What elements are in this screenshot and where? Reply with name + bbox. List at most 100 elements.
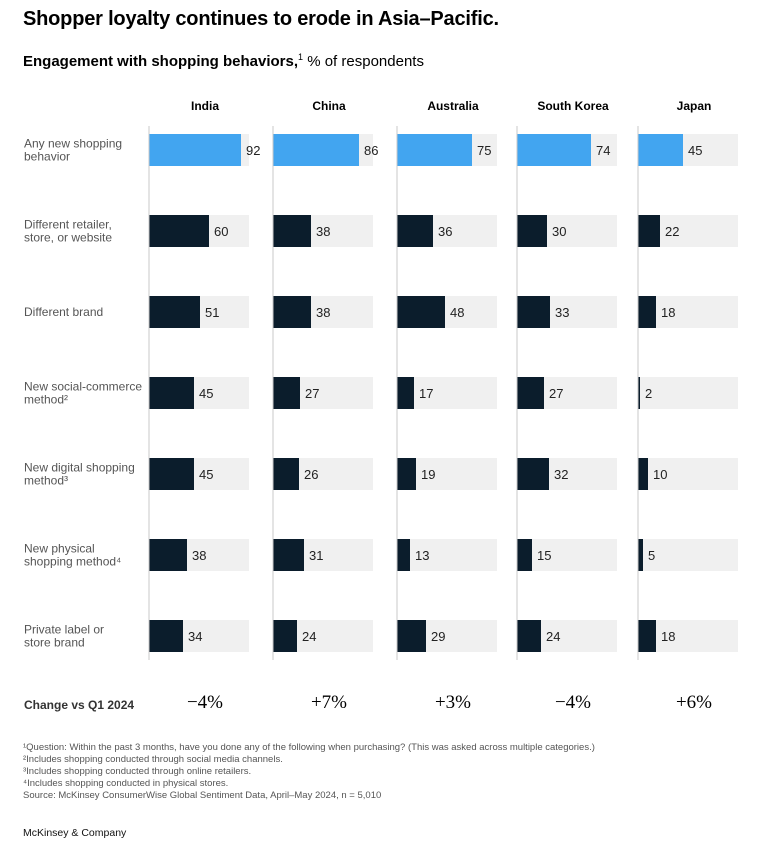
data-label: 24	[302, 629, 316, 644]
source-note: Source: McKinsey ConsumerWise Global Sen…	[23, 790, 382, 801]
bar	[517, 620, 541, 652]
data-label: 30	[552, 224, 566, 239]
bar	[149, 377, 194, 409]
data-label: 92	[246, 143, 260, 158]
data-label: 26	[304, 467, 318, 482]
bar	[397, 296, 445, 328]
bar-track	[638, 458, 738, 490]
data-label: 5	[648, 548, 655, 563]
bar	[149, 215, 209, 247]
bar	[517, 539, 532, 571]
bar-track	[517, 539, 617, 571]
category-label: Any new shopping behavior	[24, 137, 122, 164]
bar	[273, 215, 311, 247]
bar-track	[397, 539, 497, 571]
bar	[273, 134, 359, 166]
data-label: 29	[431, 629, 445, 644]
bar-track	[638, 539, 738, 571]
data-label: 10	[653, 467, 667, 482]
data-label: 86	[364, 143, 378, 158]
bar	[638, 539, 643, 571]
data-label: 45	[688, 143, 702, 158]
bar	[517, 134, 591, 166]
data-label: 51	[205, 305, 219, 320]
bar	[397, 377, 414, 409]
bar	[638, 134, 683, 166]
change-value: +3%	[435, 692, 471, 713]
data-label: 45	[199, 386, 213, 401]
data-label: 34	[188, 629, 202, 644]
category-label: New social-commerce method²	[24, 380, 142, 407]
data-label: 19	[421, 467, 435, 482]
data-label: 74	[596, 143, 610, 158]
data-label: 48	[450, 305, 464, 320]
chart-title: Shopper loyalty continues to erode in As…	[23, 8, 499, 30]
data-label: 36	[438, 224, 452, 239]
bar	[517, 296, 550, 328]
category-label: Different retailer, store, or website	[24, 218, 112, 245]
data-label: 15	[537, 548, 551, 563]
data-label: 60	[214, 224, 228, 239]
bar	[149, 458, 194, 490]
column-header-china: China	[312, 99, 346, 113]
subtitle-bold: Engagement with shopping behaviors,	[23, 53, 299, 70]
data-label: 27	[549, 386, 563, 401]
data-label: 27	[305, 386, 319, 401]
bar	[273, 620, 297, 652]
footnote-3: ³Includes shopping conducted through onl…	[23, 766, 252, 777]
column-header-south-korea: South Korea	[537, 99, 609, 113]
bar	[517, 458, 549, 490]
footnote-ref: 1	[298, 52, 304, 62]
data-label: 32	[554, 467, 568, 482]
change-value: +6%	[676, 692, 712, 713]
bar	[638, 377, 640, 409]
subtitle-unit: % of respondents	[303, 53, 424, 70]
data-label: 75	[477, 143, 491, 158]
footnote-4: ⁴Includes shopping conducted in physical…	[23, 778, 229, 789]
data-label: 31	[309, 548, 323, 563]
column-header-india: India	[191, 99, 219, 113]
data-label: 33	[555, 305, 569, 320]
change-value: +7%	[311, 692, 347, 713]
change-value: −4%	[555, 692, 591, 713]
bar	[397, 134, 472, 166]
bar	[397, 620, 426, 652]
bar	[273, 377, 300, 409]
bar	[638, 458, 648, 490]
data-label: 24	[546, 629, 560, 644]
data-label: 18	[661, 305, 675, 320]
data-label: 38	[316, 305, 330, 320]
data-label: 17	[419, 386, 433, 401]
footnotes: ¹Question: Within the past 3 months, hav…	[23, 742, 595, 802]
footnote-1: ¹Question: Within the past 3 months, hav…	[23, 742, 595, 753]
data-label: 38	[192, 548, 206, 563]
data-label: 22	[665, 224, 679, 239]
bar	[397, 458, 416, 490]
category-label: Different brand	[24, 305, 103, 319]
bar-track	[638, 377, 738, 409]
bar	[397, 215, 433, 247]
bar	[149, 134, 241, 166]
bar	[273, 539, 304, 571]
data-label: 2	[645, 386, 652, 401]
column-header-japan: Japan	[677, 99, 712, 113]
category-label: Private label or store brand	[24, 623, 104, 650]
bar	[149, 296, 200, 328]
bar	[273, 296, 311, 328]
bar	[638, 620, 656, 652]
bar	[517, 377, 544, 409]
chart-subtitle: Engagement with shopping behaviors,1 % o…	[23, 52, 424, 70]
bar	[149, 620, 183, 652]
data-label: 13	[415, 548, 429, 563]
brand-logo-text: McKinsey & Company	[23, 827, 127, 839]
data-label: 18	[661, 629, 675, 644]
column-header-australia: Australia	[427, 99, 479, 113]
bar	[638, 296, 656, 328]
data-label: 38	[316, 224, 330, 239]
category-label: New physical shopping method⁴	[24, 542, 121, 569]
change-value: −4%	[187, 692, 223, 713]
footnote-2: ²Includes shopping conducted through soc…	[23, 754, 283, 765]
data-label: 45	[199, 467, 213, 482]
bar	[397, 539, 410, 571]
bar-chart: Any new shopping behavior Different retail…	[24, 99, 738, 713]
